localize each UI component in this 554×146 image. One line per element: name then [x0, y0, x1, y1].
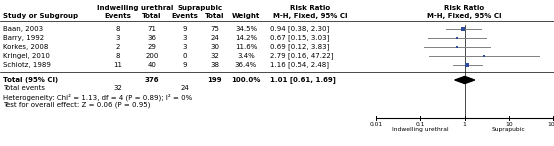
Text: 100.0%: 100.0%	[232, 77, 261, 83]
Text: 1.16 [0.54, 2.48]: 1.16 [0.54, 2.48]	[270, 62, 329, 68]
Text: Korkes, 2008: Korkes, 2008	[3, 44, 48, 50]
Text: 0.94 [0.38, 2.30]: 0.94 [0.38, 2.30]	[270, 26, 329, 32]
Text: Risk Ratio: Risk Ratio	[290, 5, 330, 11]
Text: 376: 376	[145, 77, 159, 83]
Text: 2.79 [0.16, 47.22]: 2.79 [0.16, 47.22]	[270, 53, 334, 59]
Text: 0.01: 0.01	[370, 121, 383, 126]
Text: 1: 1	[463, 121, 466, 126]
Text: Study or Subgroup: Study or Subgroup	[3, 13, 78, 19]
Text: 24: 24	[181, 85, 189, 91]
Text: 3.4%: 3.4%	[237, 53, 255, 59]
Text: 0: 0	[183, 53, 187, 59]
Text: Baan, 2003: Baan, 2003	[3, 26, 43, 32]
Text: 75: 75	[211, 26, 219, 32]
Text: 1.01 [0.61, 1.69]: 1.01 [0.61, 1.69]	[270, 77, 336, 84]
Text: Weight: Weight	[232, 13, 260, 19]
Text: Events: Events	[105, 13, 131, 19]
Text: Schiotz, 1989: Schiotz, 1989	[3, 62, 51, 68]
Text: Risk Ratio: Risk Ratio	[444, 5, 485, 11]
Text: 71: 71	[147, 26, 156, 32]
Text: Total: Total	[205, 13, 225, 19]
Text: Total (95% CI): Total (95% CI)	[3, 77, 58, 83]
Text: Suprapubic: Suprapubic	[492, 127, 526, 132]
Text: 3: 3	[183, 44, 187, 50]
Text: 10: 10	[505, 121, 512, 126]
Text: 38: 38	[211, 62, 219, 68]
Polygon shape	[455, 77, 475, 84]
Text: 8: 8	[116, 53, 120, 59]
Text: M-H, Fixed, 95% CI: M-H, Fixed, 95% CI	[427, 13, 502, 19]
Text: 30: 30	[211, 44, 219, 50]
Text: 11: 11	[114, 62, 122, 68]
Text: 9: 9	[183, 26, 187, 32]
Text: 200: 200	[145, 53, 158, 59]
Text: 32: 32	[114, 85, 122, 91]
Text: 0.69 [0.12, 3.83]: 0.69 [0.12, 3.83]	[270, 44, 330, 50]
Text: Kringel, 2010: Kringel, 2010	[3, 53, 50, 59]
Text: 40: 40	[147, 62, 156, 68]
Text: 14.2%: 14.2%	[235, 35, 257, 41]
Text: 34.5%: 34.5%	[235, 26, 257, 32]
Text: 8: 8	[116, 26, 120, 32]
Text: Total: Total	[142, 13, 162, 19]
Text: Heterogeneity: Chi² = 1.13, df = 4 (P = 0.89); I² = 0%: Heterogeneity: Chi² = 1.13, df = 4 (P = …	[3, 93, 192, 101]
Text: 100: 100	[547, 121, 554, 126]
Text: Indwelling urethral: Indwelling urethral	[97, 5, 173, 11]
Text: 36: 36	[147, 35, 156, 41]
Text: 11.6%: 11.6%	[235, 44, 257, 50]
Text: Total events: Total events	[3, 85, 45, 91]
Text: Suprapubic: Suprapubic	[177, 5, 223, 11]
Text: M-H, Fixed, 95% CI: M-H, Fixed, 95% CI	[273, 13, 347, 19]
Text: Barry, 1992: Barry, 1992	[3, 35, 44, 41]
Text: 3: 3	[116, 35, 120, 41]
Text: 36.4%: 36.4%	[235, 62, 257, 68]
Text: 199: 199	[208, 77, 222, 83]
Text: Indwelling urethral: Indwelling urethral	[392, 127, 449, 132]
Text: Test for overall effect: Z = 0.06 (P = 0.95): Test for overall effect: Z = 0.06 (P = 0…	[3, 102, 150, 108]
Text: 3: 3	[183, 35, 187, 41]
Text: 24: 24	[211, 35, 219, 41]
Text: 0.1: 0.1	[416, 121, 425, 126]
Text: 32: 32	[211, 53, 219, 59]
Text: 9: 9	[183, 62, 187, 68]
Text: Events: Events	[172, 13, 198, 19]
Text: 2: 2	[116, 44, 120, 50]
Text: 0.67 [0.15, 3.03]: 0.67 [0.15, 3.03]	[270, 35, 330, 41]
Text: 29: 29	[147, 44, 156, 50]
